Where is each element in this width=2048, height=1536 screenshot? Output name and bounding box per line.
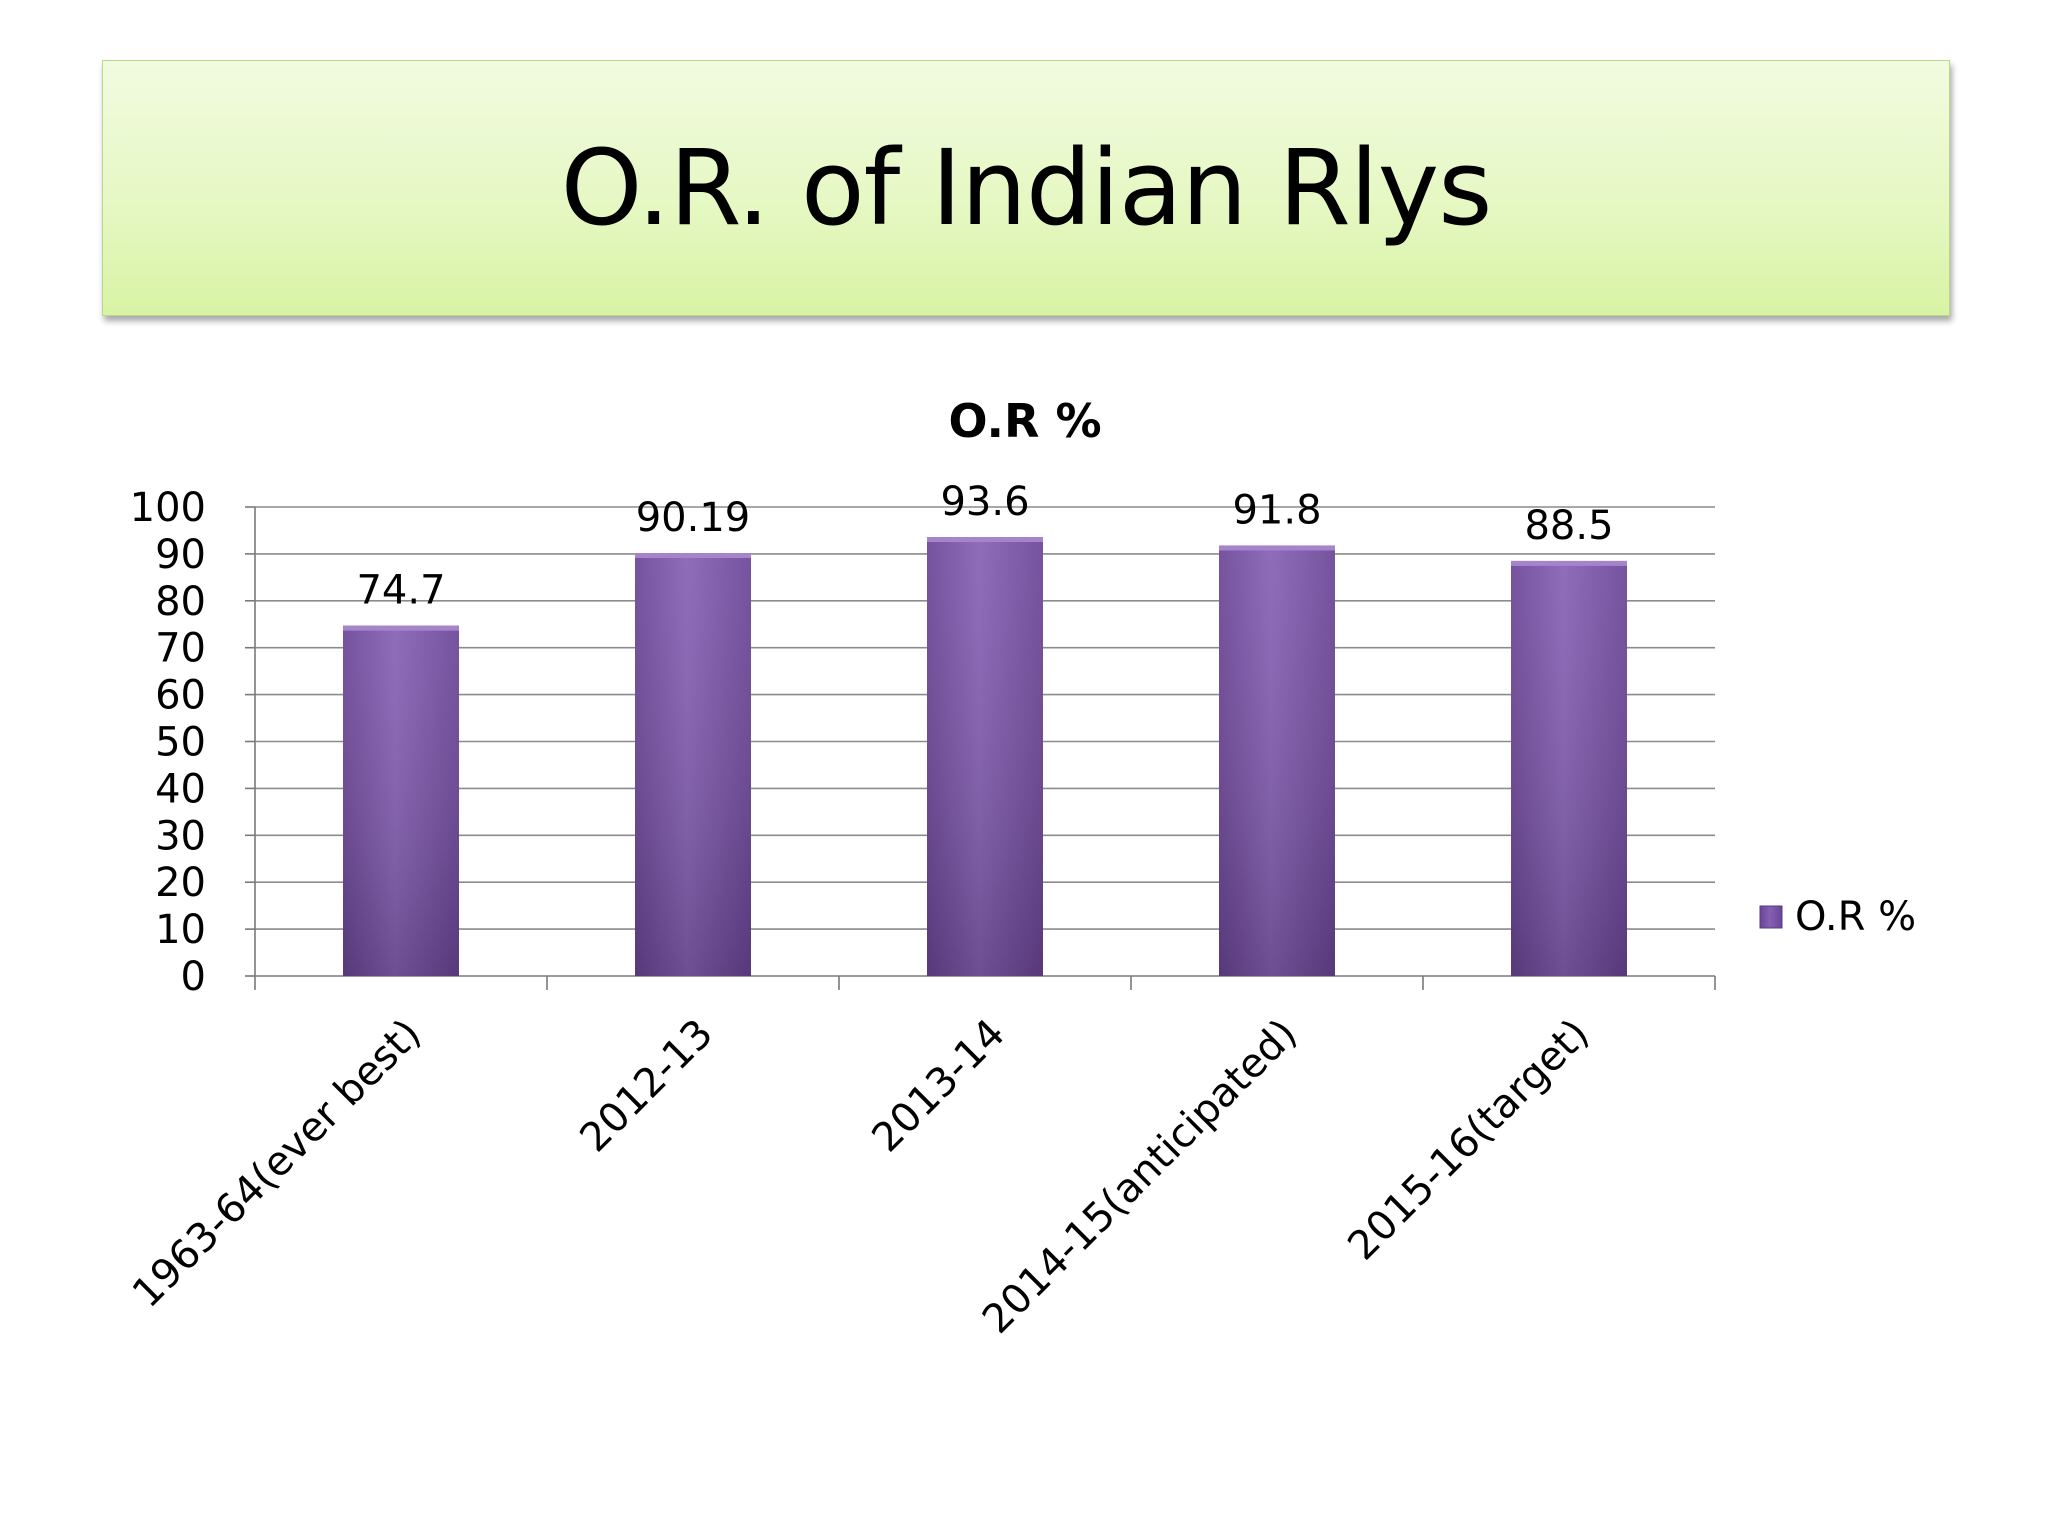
- chart-title: O.R %: [948, 394, 1101, 448]
- x-tick-label: 2014-15(anticipated): [974, 1011, 1306, 1343]
- bar: [1511, 560, 1627, 976]
- data-label: 74.7: [356, 568, 445, 614]
- y-tick-label: 60: [155, 673, 206, 719]
- data-label: 88.5: [1524, 503, 1613, 549]
- y-tick-label: 80: [155, 579, 206, 625]
- y-tick-label: 30: [155, 813, 206, 859]
- data-label: 91.8: [1232, 487, 1321, 533]
- y-tick-label: 70: [155, 626, 206, 672]
- bar: [635, 553, 751, 976]
- y-tick-label: 100: [130, 485, 206, 531]
- chart-legend: O.R %: [1759, 894, 1916, 940]
- x-tick-label: 2013-14: [863, 1011, 1014, 1162]
- y-tick-label: 20: [155, 860, 206, 906]
- x-tick-label: 2015-16(target): [1339, 1011, 1598, 1270]
- slide-title-box: O.R. of Indian Rlys: [102, 60, 1950, 316]
- data-label: 93.6: [940, 479, 1029, 525]
- legend-swatch: [1759, 905, 1783, 929]
- y-tick-label: 10: [155, 907, 206, 953]
- slide-title: O.R. of Indian Rlys: [560, 127, 1493, 249]
- y-tick-label: 90: [155, 532, 206, 578]
- y-tick-label: 40: [155, 766, 206, 812]
- bar: [1219, 545, 1335, 976]
- legend-item: O.R %: [1759, 894, 1916, 940]
- bar: [927, 537, 1043, 976]
- bar: [343, 625, 459, 976]
- data-label: 90.19: [636, 495, 751, 541]
- y-tick-label: 50: [155, 720, 206, 766]
- y-tick-label: 0: [181, 954, 206, 1000]
- legend-label: O.R %: [1795, 894, 1916, 940]
- x-tick-label: 2012-13: [571, 1011, 722, 1162]
- chart-bars: [343, 537, 1627, 976]
- x-tick-label: 1963-64(ever best): [124, 1011, 430, 1317]
- chart-axes: [245, 506, 1716, 990]
